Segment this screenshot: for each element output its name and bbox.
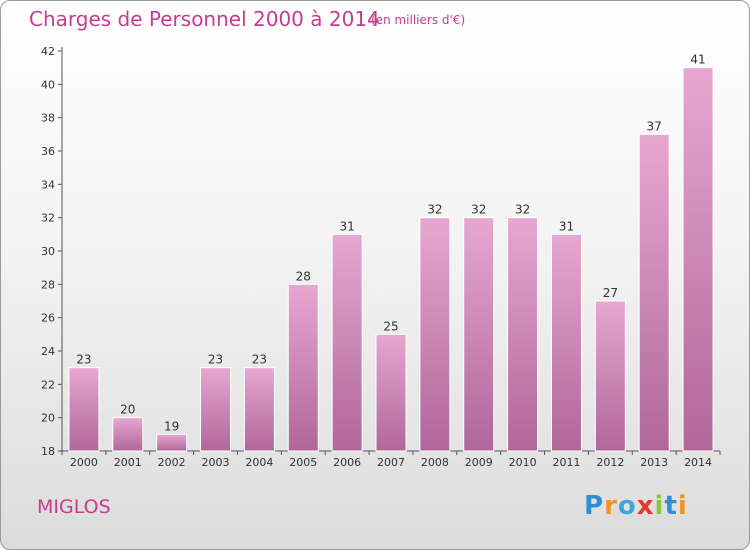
x-tick-label: 2013	[640, 456, 668, 469]
y-tick-label: 40	[41, 78, 55, 91]
data-label: 28	[296, 269, 311, 283]
logo-letter: i	[677, 491, 688, 521]
data-label: 32	[515, 203, 530, 217]
bar	[375, 333, 407, 452]
y-tick-label: 28	[41, 278, 55, 291]
data-label: 20	[120, 403, 135, 417]
commune-name: MIGLOS	[37, 496, 111, 518]
x-tick-label: 2000	[70, 456, 98, 469]
y-tick-label: 20	[41, 412, 55, 425]
y-tick-label: 38	[41, 112, 55, 125]
bar	[287, 283, 319, 452]
chart-title: Charges de Personnel 2000 à 2014	[29, 7, 380, 31]
bar	[594, 300, 626, 452]
bar	[419, 217, 451, 452]
logo-letter: P	[584, 491, 605, 521]
x-tick-label: 2012	[596, 456, 624, 469]
bar	[638, 133, 670, 452]
y-tick-label: 32	[41, 212, 55, 225]
bar	[200, 367, 232, 452]
bar	[68, 367, 100, 452]
data-label: 23	[208, 353, 223, 367]
data-label: 32	[471, 203, 486, 217]
x-tick-label: 2004	[245, 456, 273, 469]
logo-letter: x	[636, 491, 655, 521]
y-tick-label: 18	[41, 445, 55, 458]
x-tick-label: 2006	[333, 456, 361, 469]
logo-letter: t	[664, 491, 678, 521]
x-axis: 2000 2001 2002 2003 2004 2005 2006 2007 2008 2009…	[61, 450, 721, 469]
proxiti-logo: Proxiti	[584, 491, 688, 521]
bar	[156, 433, 188, 452]
x-tick-label: 2001	[114, 456, 142, 469]
bar	[507, 217, 539, 452]
logo-letter: o	[617, 491, 637, 521]
y-tick-label: 42	[41, 45, 55, 58]
bar	[682, 67, 714, 452]
bar	[550, 233, 582, 452]
y-tick-label: 30	[41, 245, 55, 258]
bar	[112, 417, 144, 452]
x-tick-label: 2003	[202, 456, 230, 469]
x-tick-label: 2007	[377, 456, 405, 469]
data-label: 41	[690, 53, 705, 67]
data-label: 23	[76, 353, 91, 367]
x-tick-label: 2009	[465, 456, 493, 469]
bar	[463, 217, 495, 452]
y-tick-label: 34	[41, 178, 55, 191]
y-tick-label: 22	[41, 378, 55, 391]
logo-letter: i	[654, 491, 665, 521]
data-label: 23	[252, 353, 267, 367]
y-axis: 18 20 22 24 26 28 30 32 34 36 38 40 42	[41, 45, 63, 458]
x-tick-label: 2005	[289, 456, 317, 469]
bars: 23 20 19 23 23 28 31 25 32 32 32 31 27 37 41	[68, 53, 714, 452]
data-label: 37	[647, 119, 662, 133]
y-tick-label: 24	[41, 345, 55, 358]
data-label: 32	[427, 203, 442, 217]
y-tick-label: 36	[41, 145, 55, 158]
x-tick-label: 2010	[509, 456, 537, 469]
y-tick-label: 26	[41, 312, 55, 325]
data-label: 31	[559, 219, 574, 233]
x-tick-label: 2008	[421, 456, 449, 469]
bar	[331, 233, 363, 452]
x-tick-label: 2014	[684, 456, 712, 469]
data-label: 31	[339, 219, 354, 233]
logo-letter: r	[604, 491, 618, 521]
data-label: 19	[164, 419, 179, 433]
data-label: 25	[383, 319, 398, 333]
x-tick-label: 2002	[158, 456, 186, 469]
x-tick-label: 2011	[552, 456, 580, 469]
data-label: 27	[603, 286, 618, 300]
chart-subtitle: (en milliers d'€)	[371, 13, 466, 27]
bar	[243, 367, 275, 452]
